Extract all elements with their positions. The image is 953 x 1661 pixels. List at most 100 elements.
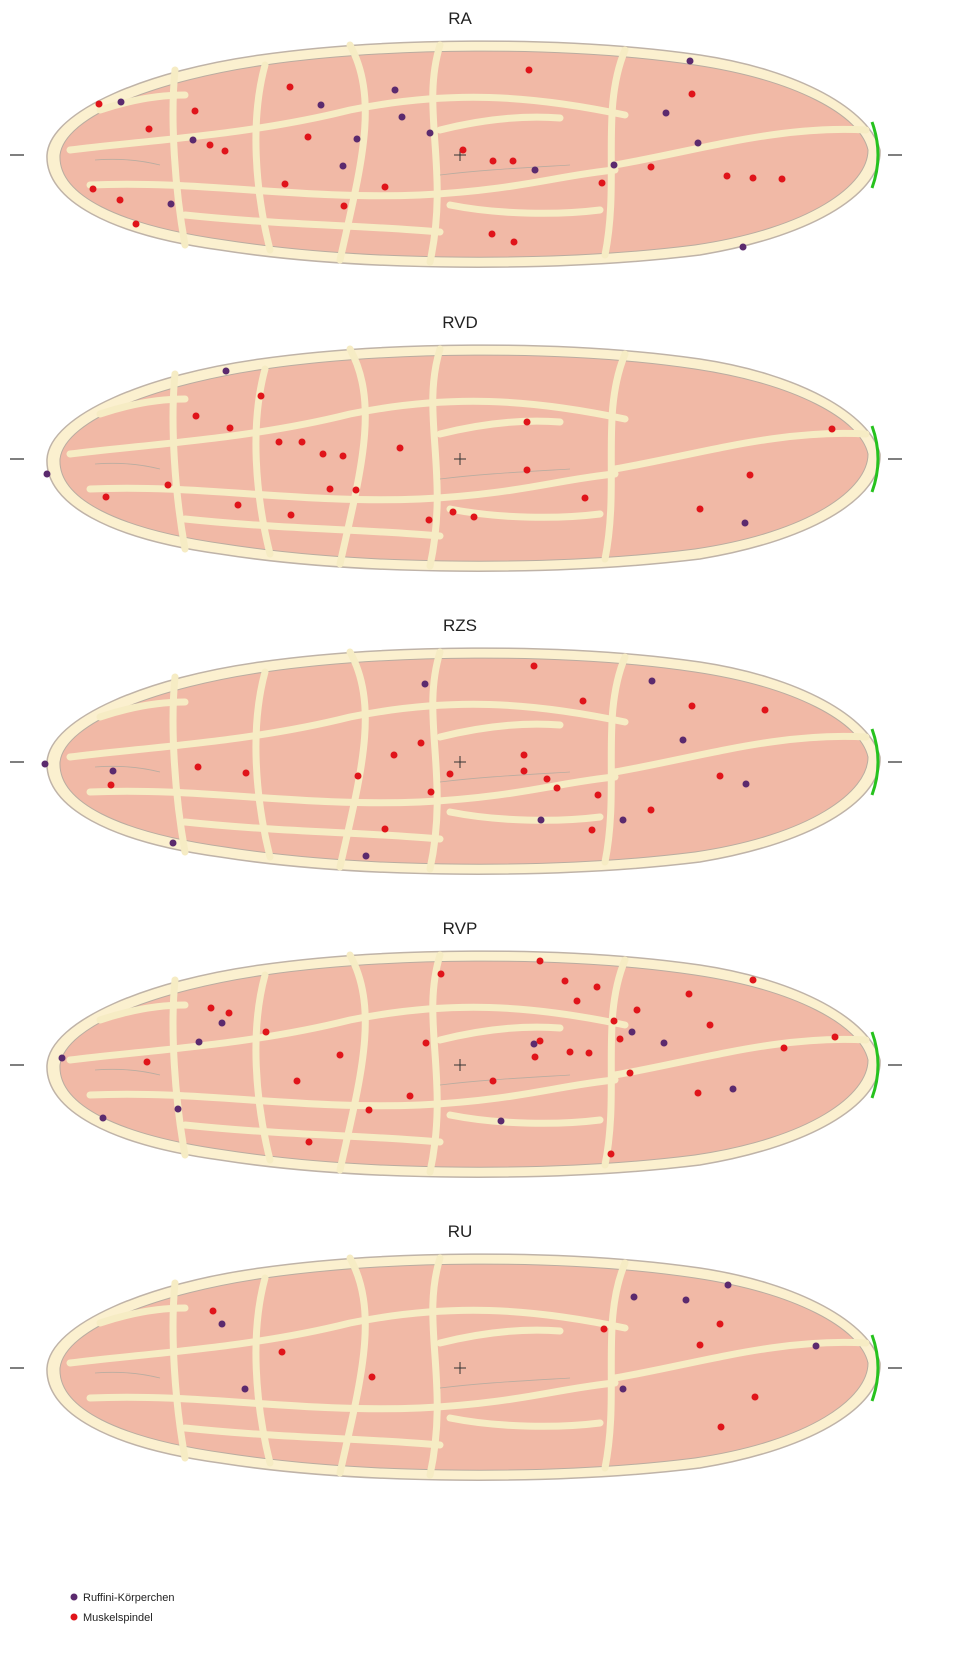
- ruffini-dot: [629, 1029, 636, 1036]
- spindle-dot: [695, 1090, 702, 1097]
- ruffini-dot: [532, 167, 539, 174]
- spindle-dot: [689, 703, 696, 710]
- ruffini-dot: [363, 853, 370, 860]
- spindle-dot: [832, 1034, 839, 1041]
- ruffini-dot: [620, 1386, 627, 1393]
- spindle-dot: [366, 1107, 373, 1114]
- spindle-dot: [391, 752, 398, 759]
- panel-title: RVD: [442, 313, 478, 332]
- spindle-dot: [490, 1078, 497, 1085]
- ruffini-dot: [59, 1055, 66, 1062]
- spindle-dot: [282, 181, 289, 188]
- ruffini-dot: [742, 520, 749, 527]
- ruffini-dot: [223, 368, 230, 375]
- spindle-dot: [276, 439, 283, 446]
- ruffini-dot: [611, 162, 618, 169]
- spindle-dot: [829, 426, 836, 433]
- ruffini-dot: [427, 130, 434, 137]
- ruffini-dot: [168, 201, 175, 208]
- legend: Ruffini-Körperchen Muskelspindel: [71, 1592, 175, 1624]
- ruffini-dot: [661, 1040, 668, 1047]
- legend-swatch: [71, 1594, 78, 1601]
- spindle-dot: [521, 752, 528, 759]
- spindle-dot: [752, 1394, 759, 1401]
- spindle-dot: [747, 472, 754, 479]
- ruffini-dot: [318, 102, 325, 109]
- spindle-dot: [697, 506, 704, 513]
- spindle-dot: [306, 1139, 313, 1146]
- spindle-dot: [707, 1022, 714, 1029]
- spindle-dot: [750, 977, 757, 984]
- spindle-dot: [648, 164, 655, 171]
- spindle-dot: [426, 517, 433, 524]
- ruffini-dot: [44, 471, 51, 478]
- spindle-dot: [524, 419, 531, 426]
- spindle-dot: [227, 425, 234, 432]
- spindle-dot: [648, 807, 655, 814]
- ruffini-dot: [740, 244, 747, 251]
- spindle-dot: [397, 445, 404, 452]
- ruffini-dot: [100, 1115, 107, 1122]
- spindle-dot: [544, 776, 551, 783]
- ruffini-dot: [725, 1282, 732, 1289]
- ruffini-dot: [422, 681, 429, 688]
- ruffini-dot: [219, 1321, 226, 1328]
- spindle-dot: [580, 698, 587, 705]
- spindle-dot: [369, 1374, 376, 1381]
- ruffini-dot: [680, 737, 687, 744]
- spindle-dot: [589, 827, 596, 834]
- spindle-dot: [279, 1349, 286, 1356]
- figure: RA RVD RZS RVP: [0, 0, 953, 1661]
- spindle-dot: [355, 773, 362, 780]
- spindle-dot: [582, 495, 589, 502]
- spindle-dot: [103, 494, 110, 501]
- spindle-dot: [210, 1308, 217, 1315]
- ruffini-dot: [631, 1294, 638, 1301]
- spindle-dot: [724, 173, 731, 180]
- spindle-dot: [288, 512, 295, 519]
- spindle-dot: [717, 1321, 724, 1328]
- spindle-dot: [423, 1040, 430, 1047]
- spindle-dot: [537, 1038, 544, 1045]
- ruffini-dot: [196, 1039, 203, 1046]
- spindle-dot: [460, 147, 467, 154]
- section: [10, 41, 902, 267]
- spindle-dot: [627, 1070, 634, 1077]
- spindle-dot: [438, 971, 445, 978]
- spindle-dot: [327, 486, 334, 493]
- ruffini-dot: [683, 1297, 690, 1304]
- spindle-dot: [450, 509, 457, 516]
- spindle-dot: [779, 176, 786, 183]
- spindle-dot: [634, 1007, 641, 1014]
- spindle-dot: [243, 770, 250, 777]
- spindle-dot: [781, 1045, 788, 1052]
- ruffini-dot: [340, 163, 347, 170]
- ruffini-dot: [687, 58, 694, 65]
- section: [10, 345, 902, 571]
- spindle-dot: [192, 108, 199, 115]
- ruffini-dot: [175, 1106, 182, 1113]
- spindle-dot: [574, 998, 581, 1005]
- spindle-dot: [599, 180, 606, 187]
- spindle-dot: [531, 663, 538, 670]
- spindle-dot: [428, 789, 435, 796]
- spindle-dot: [601, 1326, 608, 1333]
- spindle-dot: [299, 439, 306, 446]
- spindle-dot: [146, 126, 153, 133]
- spindle-dot: [532, 1054, 539, 1061]
- ruffini-dot: [242, 1386, 249, 1393]
- spindle-dot: [193, 413, 200, 420]
- spindle-dot: [586, 1050, 593, 1057]
- spindle-dot: [294, 1078, 301, 1085]
- spindle-dot: [697, 1342, 704, 1349]
- spindle-dot: [90, 186, 97, 193]
- spindle-dot: [511, 239, 518, 246]
- spindle-dot: [611, 1018, 618, 1025]
- legend-label: Muskelspindel: [83, 1612, 153, 1624]
- ruffini-dot: [531, 1041, 538, 1048]
- spindle-dot: [526, 67, 533, 74]
- spindle-dot: [133, 221, 140, 228]
- spindle-dot: [510, 158, 517, 165]
- ruffini-dot: [538, 817, 545, 824]
- spindle-dot: [165, 482, 172, 489]
